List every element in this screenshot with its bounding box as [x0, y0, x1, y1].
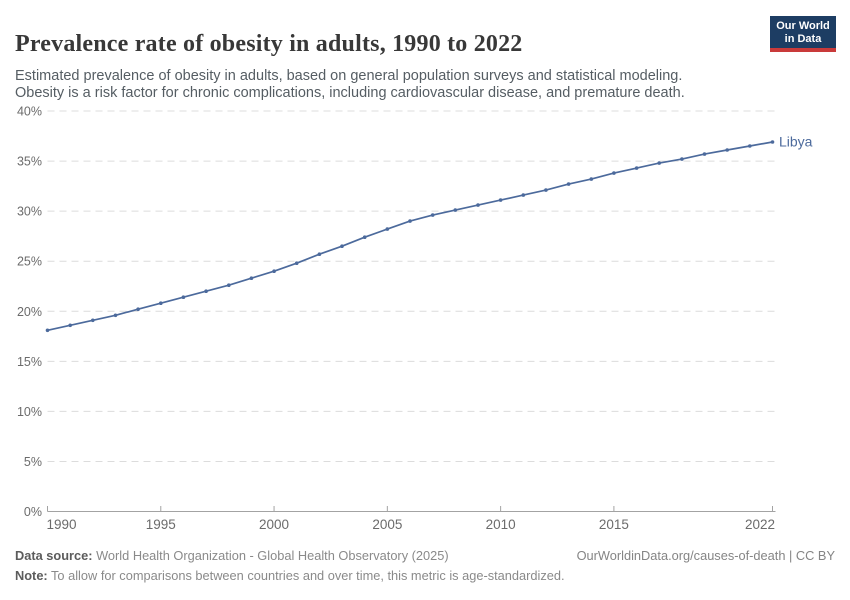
data-point[interactable]: [680, 157, 684, 161]
data-point[interactable]: [634, 166, 639, 170]
data-point[interactable]: [566, 182, 571, 186]
owid-link[interactable]: OurWorldinData.org/causes-of-death | CC …: [576, 548, 835, 563]
data-point[interactable]: [476, 203, 480, 207]
data-point[interactable]: [317, 252, 322, 256]
data-point[interactable]: [68, 323, 72, 328]
data-point[interactable]: [227, 283, 231, 288]
data-point[interactable]: [45, 328, 50, 333]
x-axis-tick-label: 2015: [599, 517, 629, 532]
note-label: Note:: [15, 568, 48, 583]
data-point[interactable]: [770, 140, 775, 144]
data-point[interactable]: [544, 188, 548, 192]
data-point[interactable]: [204, 289, 208, 294]
gridlines: [47, 110, 776, 512]
data-point[interactable]: [702, 152, 707, 156]
data-point[interactable]: [91, 318, 95, 323]
data-point[interactable]: [453, 208, 458, 212]
chart-footer: Data source: World Health Organization -…: [15, 546, 835, 586]
data-point[interactable]: [159, 301, 163, 306]
data-point[interactable]: [272, 269, 276, 274]
data-point[interactable]: [521, 193, 526, 197]
x-axis-tick-label: 1995: [146, 517, 176, 532]
data-point[interactable]: [612, 171, 616, 175]
x-axis-tick-label: 1990: [47, 517, 77, 532]
owid-logo-line1: Our World: [776, 20, 830, 32]
y-axis-tick-label: 5%: [24, 455, 42, 469]
data-source-text: World Health Organization - Global Healt…: [92, 548, 449, 563]
y-axis-tick-label: 15%: [17, 355, 42, 369]
data-point[interactable]: [249, 276, 254, 281]
series-end-label[interactable]: Libya: [779, 134, 813, 150]
data-point[interactable]: [498, 198, 503, 202]
data-source-line: Data source: World Health Organization -…: [15, 546, 449, 566]
series-group: [45, 140, 775, 333]
note-line: Note: To allow for comparisons between c…: [15, 568, 565, 583]
owid-logo-text: Our World in Data: [770, 16, 836, 48]
y-axis-tick-label: 10%: [17, 405, 42, 419]
y-axis-tick-label: 25%: [17, 255, 42, 269]
y-axis-tick-label: 0%: [24, 505, 42, 519]
data-point[interactable]: [294, 261, 299, 266]
series-line-libya[interactable]: [46, 141, 774, 332]
data-point[interactable]: [657, 161, 661, 165]
data-point[interactable]: [113, 313, 118, 318]
data-point[interactable]: [340, 244, 344, 248]
data-point[interactable]: [748, 144, 752, 148]
x-axis-ticks: [47, 506, 773, 512]
data-point[interactable]: [136, 307, 140, 312]
x-axis-tick-labels: 1990 1995 2000 2005 2010 2015 2022: [47, 517, 776, 532]
y-axis-tick-label: 20%: [17, 305, 42, 319]
owid-logo[interactable]: Our World in Data: [770, 16, 836, 52]
owid-logo-line2: in Data: [784, 32, 822, 45]
x-axis-tick-label: 2010: [486, 517, 516, 532]
chart-subtitle: Estimated prevalence of obesity in adult…: [15, 67, 685, 102]
data-point[interactable]: [589, 177, 594, 181]
x-axis-tick-label: 2022: [745, 517, 775, 532]
data-point[interactable]: [430, 213, 435, 217]
data-point[interactable]: [725, 148, 729, 152]
data-source-label: Data source:: [15, 548, 93, 563]
y-axis-tick-label: 40%: [17, 105, 42, 119]
y-axis-tick-labels: 0% 5% 10% 15% 20% 25% 30% 35% 40%: [17, 105, 42, 520]
x-axis-tick-label: 2005: [372, 517, 402, 532]
data-point[interactable]: [181, 295, 186, 300]
y-axis-tick-label: 30%: [17, 205, 42, 219]
note-text: To allow for comparisons between countri…: [47, 568, 565, 583]
page-title: Prevalence rate of obesity in adults, 19…: [15, 31, 523, 58]
data-point[interactable]: [385, 227, 390, 231]
x-axis-tick-label: 2000: [259, 517, 289, 532]
data-point[interactable]: [408, 219, 412, 223]
data-point[interactable]: [362, 235, 367, 239]
owid-logo-red-bar: [770, 48, 836, 52]
y-axis-tick-label: 35%: [17, 155, 42, 169]
